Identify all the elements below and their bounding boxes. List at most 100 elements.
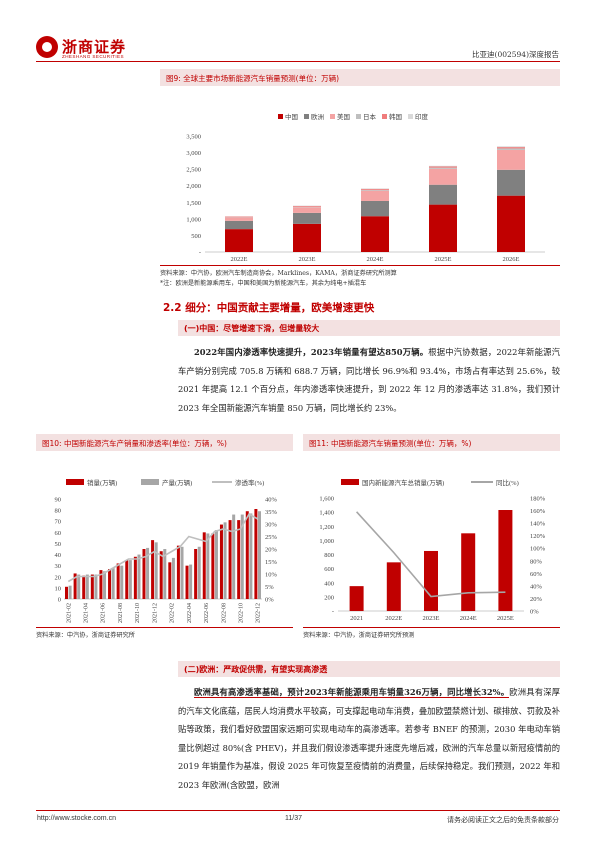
header-divider xyxy=(36,61,560,63)
y-tick-label: 90 xyxy=(55,497,62,504)
bar-production-2021-11 xyxy=(146,547,150,599)
footer-url[interactable]: http://www.stocke.com.cn xyxy=(37,815,116,822)
y-tick-label: 50 xyxy=(55,541,62,548)
legend-swatch-0 xyxy=(278,114,283,119)
x-tick-label: 2022E xyxy=(385,615,402,622)
bar-production-2021-06 xyxy=(103,571,107,599)
legend-label-penetration: 渗透率(%) xyxy=(235,478,264,487)
y2-tick-label: 60% xyxy=(530,571,543,578)
x-tick-label: 2022-12 xyxy=(256,603,262,623)
legend-swatch-5 xyxy=(408,114,413,119)
x-tick-label: 2021-10 xyxy=(135,603,141,623)
bar-production-2022-02 xyxy=(171,557,175,599)
bar-sales-2022-12 xyxy=(254,509,258,599)
bar-sales-2021-05 xyxy=(90,574,94,599)
legend-label-0: 中国 xyxy=(285,112,298,121)
bar-sales-2022-01 xyxy=(159,551,163,599)
x-tick-label: 2021 xyxy=(350,615,363,622)
footer-divider xyxy=(36,810,560,811)
bar-production-2021-05 xyxy=(94,574,98,599)
bar-sales-2022-07 xyxy=(211,533,215,599)
legend-swatch-4 xyxy=(382,114,387,119)
bar-sales-2022-03 xyxy=(176,545,180,599)
y-tick-label: 1,000 xyxy=(186,216,201,223)
x-tick-label: 2022-06 xyxy=(204,603,210,623)
bar-production-2022-03 xyxy=(180,546,184,599)
bar-production-2021-02 xyxy=(68,585,72,599)
bar-2024E-4 xyxy=(361,188,389,190)
bar-production-2022-08 xyxy=(223,522,227,599)
bar-production-2021-07 xyxy=(111,567,115,599)
y2-tick-label: 0% xyxy=(265,597,274,604)
line-yoy xyxy=(356,511,506,598)
y2-tick-label: 10% xyxy=(265,572,278,579)
bar-2025E-2 xyxy=(429,168,457,185)
y-tick-label: 30 xyxy=(55,563,62,570)
y-tick-label: 500 xyxy=(191,233,201,240)
bar-2025E-0 xyxy=(429,204,457,252)
y-tick-label: 20 xyxy=(55,574,62,581)
line-penetration xyxy=(67,512,259,583)
paragraph-china: 2022年国内渗透率快速提升，2023年销量有望达850万辆。根据中汽协数据，2… xyxy=(178,343,560,417)
y-tick-label: 0 xyxy=(58,597,61,604)
y-tick-label: 1,000 xyxy=(319,538,334,545)
legend-label-5: 印度 xyxy=(415,112,429,121)
figure-10-title: 图10: 中国新能源汽车产销量和渗透率(单位：万辆，%) xyxy=(36,434,293,451)
y-tick-label: 70 xyxy=(55,519,62,526)
bar-sales-2023E xyxy=(424,550,438,611)
y-tick-label: 2,500 xyxy=(186,167,201,174)
y-tick-label: 2,000 xyxy=(186,183,201,190)
y-tick-label: 40 xyxy=(55,552,62,559)
bar-2024E-1 xyxy=(361,200,389,217)
paragraph-europe: 欧洲具有高渗透率基础，预计2023年新能源乘用车销量326万辆，同比增长32%。… xyxy=(178,683,560,807)
figure-10-rule xyxy=(36,627,293,628)
bar-sales-2021-11 xyxy=(142,549,146,599)
legend-swatch-1 xyxy=(304,114,309,119)
y-tick-label: 80 xyxy=(55,508,62,515)
bar-2022E-4 xyxy=(225,216,253,218)
bar-sales-2021-10 xyxy=(133,556,137,599)
x-tick-label: 2022-02 xyxy=(170,603,176,623)
bar-sales-2021-12 xyxy=(151,540,155,599)
figure-9-note: *注：欧洲是新能源乘用车，中国和美国为新能源汽车，其余为纯电+插混车 xyxy=(160,279,367,287)
bar-sales-2022-11 xyxy=(245,511,249,599)
x-tick-label: 2026E xyxy=(503,256,520,261)
y2-tick-label: 80% xyxy=(530,558,543,565)
bar-sales-2022-10 xyxy=(237,520,241,599)
subsection-europe: (二)欧洲：严政促供需，有望实现高渗透 xyxy=(178,661,560,677)
y2-tick-label: 180% xyxy=(530,496,546,503)
bar-sales-2021-04 xyxy=(82,575,86,599)
y2-tick-label: 100% xyxy=(530,546,546,553)
legend-swatch-sales xyxy=(66,479,84,485)
y-tick-label: 400 xyxy=(324,580,334,587)
x-tick-label: 2024E xyxy=(367,256,384,261)
y-tick-label: 1,500 xyxy=(186,200,201,207)
x-tick-label: 2021-12 xyxy=(152,603,158,623)
y-tick-label: 60 xyxy=(55,530,62,537)
bar-2023E-0 xyxy=(293,223,321,252)
bar-2023E-4 xyxy=(293,205,321,207)
y2-tick-label: 20% xyxy=(265,547,278,554)
bar-2026E-5 xyxy=(497,146,525,148)
legend-swatch-sales xyxy=(341,479,359,485)
legend-label-2: 美国 xyxy=(337,112,350,121)
figure-11-source: 资料来源：中汽协，浙商证券研究所预测 xyxy=(303,631,415,639)
bar-2022E-0 xyxy=(225,229,253,252)
legend-swatch-3 xyxy=(356,114,361,119)
x-tick-label: 2025E xyxy=(497,615,514,622)
figure-11: 图11: 中国新能源汽车销量预测(单位：万辆，%) 国内新能源汽车总销量(万辆)… xyxy=(303,434,560,639)
report-reference: 比亚迪(002594)深度报告 xyxy=(472,50,559,59)
x-tick-label: 2022-08 xyxy=(221,603,227,623)
bar-2024E-2 xyxy=(361,190,389,201)
bar-sales-2022-05 xyxy=(194,549,198,599)
x-tick-label: 2024E xyxy=(460,615,477,622)
bar-production-2022-07 xyxy=(214,530,218,599)
bar-production-2021-12 xyxy=(154,542,158,599)
bar-production-2022-10 xyxy=(240,514,244,599)
y-tick-label: 800 xyxy=(324,552,334,559)
figure-9-rule xyxy=(160,265,560,266)
figure-9-title: 图9: 全球主要市场新能源汽车销量预测(单位：万辆) xyxy=(160,69,560,86)
legend-label-sales: 国内新能源汽车总销量(万辆) xyxy=(362,478,444,487)
bar-2025E-1 xyxy=(429,184,457,205)
bar-sales-2022-08 xyxy=(219,524,223,599)
